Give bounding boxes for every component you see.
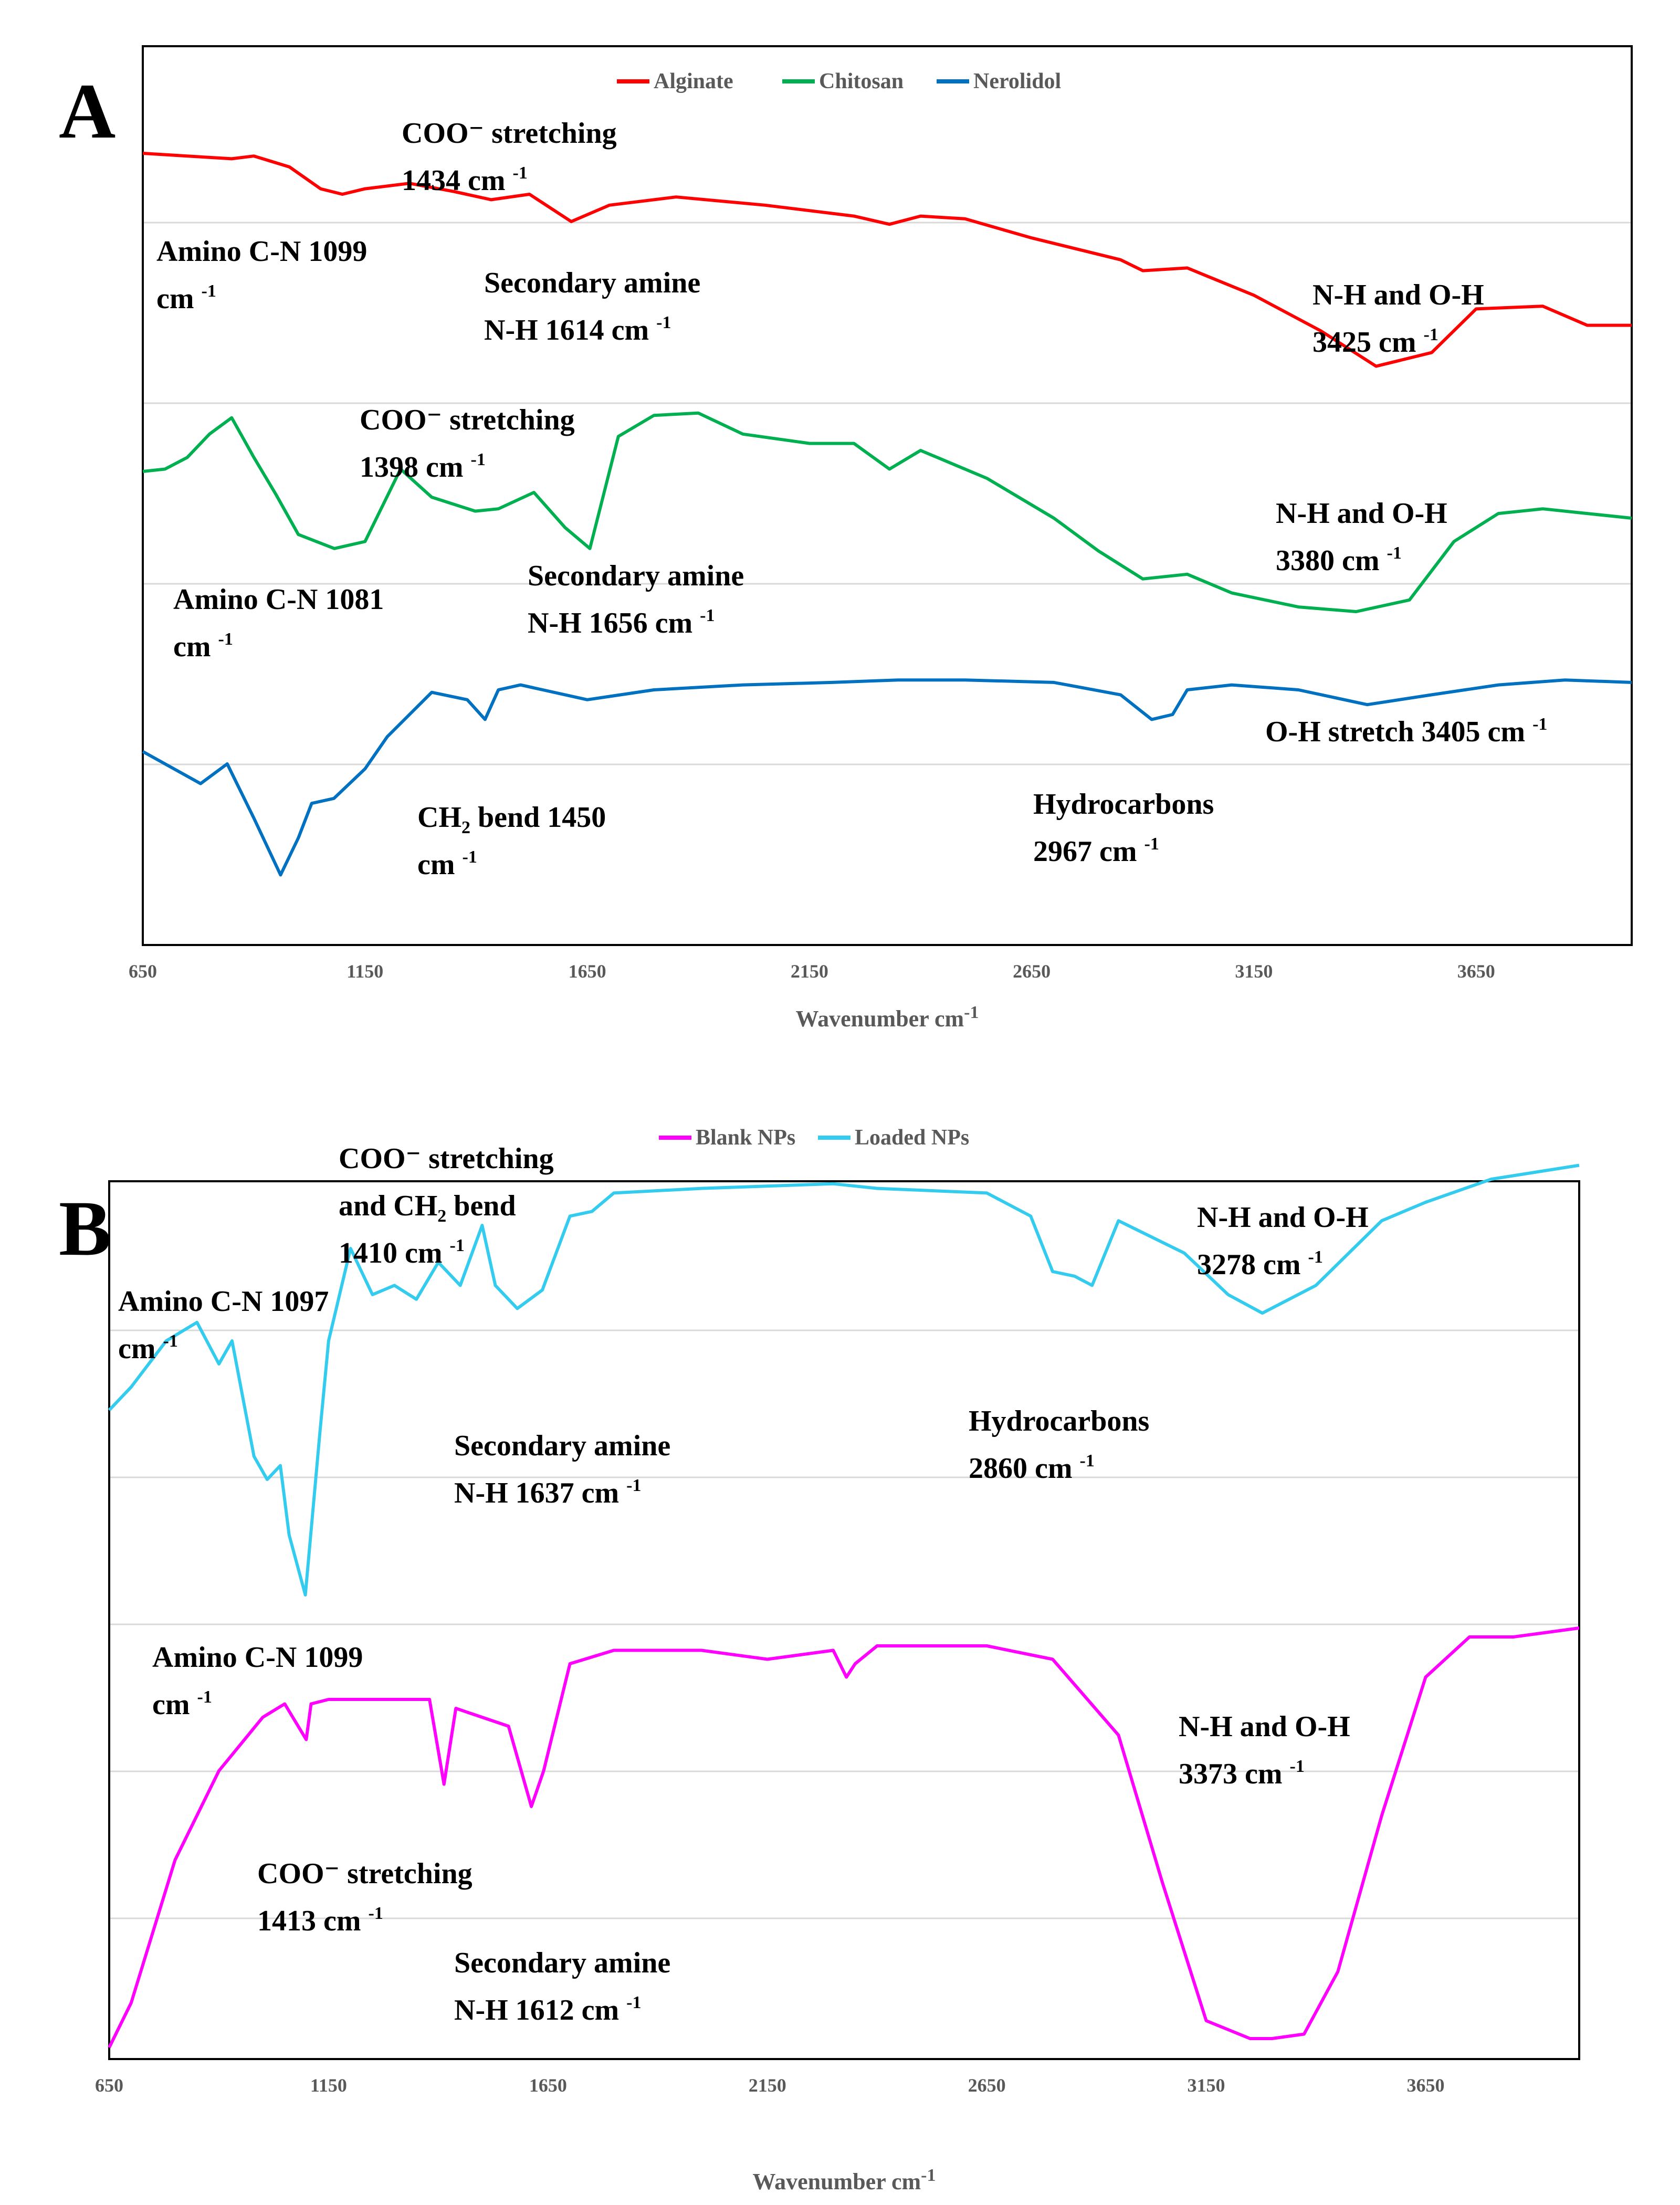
annotation-line: 1434 cm -1 bbox=[402, 163, 528, 197]
plot-frame bbox=[142, 45, 1633, 946]
annotation-line: COO⁻ stretching bbox=[360, 404, 575, 436]
annotation-line: Amino C-N 1097 bbox=[118, 1285, 329, 1318]
annotation-line: CH2 bend 1450 bbox=[417, 801, 606, 837]
annotation-line: N-H and O-H bbox=[1197, 1201, 1369, 1234]
x-tick-label: 1150 bbox=[310, 2075, 347, 2096]
x-tick-label: 1150 bbox=[346, 961, 383, 982]
x-tick-label: 3150 bbox=[1188, 2075, 1225, 2096]
x-tick-label: 1650 bbox=[569, 961, 606, 982]
annotation-line: COO⁻ stretching bbox=[402, 117, 617, 150]
peak-annotation: Secondary amine N-H 1612 cm -1 bbox=[454, 1947, 670, 2026]
annotation-line: 1410 cm -1 bbox=[339, 1236, 465, 1269]
peak-annotation: N-H and O-H 3425 cm -1 bbox=[1312, 279, 1484, 359]
peak-annotation: COO⁻ stretching 1413 cm -1 bbox=[257, 1857, 472, 1937]
peak-annotation: Amino C-N 1081 cm -1 bbox=[173, 583, 384, 663]
annotation-line: N-H 1656 cm -1 bbox=[528, 606, 715, 639]
annotation-line: N-H and O-H bbox=[1312, 279, 1484, 311]
annotation-line: N-H 1637 cm -1 bbox=[454, 1476, 641, 1509]
peak-annotation: N-H and O-H 3380 cm -1 bbox=[1276, 497, 1447, 577]
legend-item-alginate: Alginate bbox=[617, 69, 733, 93]
annotation-line: 3373 cm -1 bbox=[1179, 1757, 1305, 1790]
annotation-line: COO⁻ stretching bbox=[339, 1142, 554, 1175]
plot-frame bbox=[108, 1180, 1580, 2060]
annotation-line: 3425 cm -1 bbox=[1312, 325, 1438, 359]
peak-annotation: COO⁻ stretching 1434 cm -1 bbox=[402, 117, 617, 197]
annotation-line: N-H and O-H bbox=[1179, 1710, 1350, 1743]
peak-annotation: Hydrocarbons 2967 cm -1 bbox=[1033, 788, 1214, 868]
annotation-line: Amino C-N 1099 bbox=[156, 235, 367, 268]
annotation-line: 2967 cm -1 bbox=[1033, 834, 1159, 868]
annotation-line: Secondary amine bbox=[454, 1947, 670, 1979]
legend-label: Chitosan bbox=[819, 69, 904, 93]
series-line-alginate bbox=[142, 152, 1632, 368]
x-tick-label: 3650 bbox=[1406, 2075, 1444, 2096]
x-axis-label: Wavenumber cm-1 bbox=[753, 2166, 936, 2194]
peak-annotation: Secondary amine N-H 1656 cm -1 bbox=[528, 560, 744, 639]
legend-label: Loaded NPs bbox=[855, 1126, 969, 1150]
annotation-line: 1413 cm -1 bbox=[257, 1904, 383, 1937]
x-tick-label: 650 bbox=[95, 2075, 123, 2096]
legend-item-nerolidol: Nerolidol bbox=[937, 69, 1061, 93]
annotation-line: 2860 cm -1 bbox=[969, 1451, 1095, 1485]
peak-annotation: COO⁻ stretching and CH2 bend 1410 cm -1 bbox=[339, 1142, 554, 1269]
peak-annotation: Amino C-N 1097 cm -1 bbox=[118, 1285, 329, 1365]
annotation-line: N-H 1612 cm -1 bbox=[454, 1993, 641, 2026]
x-tick-label: 2650 bbox=[968, 2075, 1006, 2096]
panel-label: B bbox=[59, 1185, 111, 1272]
annotation-line: 3278 cm -1 bbox=[1197, 1247, 1323, 1281]
annotation-line: N-H 1614 cm -1 bbox=[484, 313, 671, 346]
legend-item-chitosan: Chitosan bbox=[782, 69, 904, 93]
panel-b: B 650 1150 1650 2150 2650 3150 3650 Wavenumber c… bbox=[59, 1126, 1580, 2194]
peak-annotation: Amino C-N 1099 cm -1 bbox=[152, 1641, 363, 1721]
annotation-line: Hydrocarbons bbox=[1033, 788, 1214, 821]
x-tick-label: 650 bbox=[129, 961, 157, 982]
series-line-blank-nps bbox=[108, 1626, 1580, 2049]
annotation-line: 1398 cm -1 bbox=[360, 450, 486, 484]
annotation-line: O-H stretch 3405 cm -1 bbox=[1265, 715, 1547, 748]
x-tick-label: 2150 bbox=[791, 961, 828, 982]
annotation-line: Secondary amine bbox=[484, 267, 700, 299]
annotation-line: Hydrocarbons bbox=[969, 1405, 1149, 1437]
panel-a: A 650 1150 1650 2150 2650 3150 3650 Wavenumber c… bbox=[59, 45, 1633, 1032]
peak-annotation: O-H stretch 3405 cm -1 bbox=[1265, 715, 1547, 748]
peak-annotation: COO⁻ stretching 1398 cm -1 bbox=[360, 404, 575, 484]
peak-annotation: N-H and O-H 3278 cm -1 bbox=[1197, 1201, 1369, 1281]
annotation-line: and CH2 bend bbox=[339, 1190, 516, 1226]
peak-annotation: Hydrocarbons 2860 cm -1 bbox=[969, 1405, 1149, 1485]
annotation-line: Secondary amine bbox=[528, 560, 744, 592]
series-line-loaded-nps bbox=[108, 1163, 1580, 1597]
x-tick-label: 2150 bbox=[749, 2075, 786, 2096]
x-tick-label: 2650 bbox=[1013, 961, 1051, 982]
legend-label: Alginate bbox=[654, 69, 733, 93]
x-tick-label: 1650 bbox=[529, 2075, 567, 2096]
annotation-line: Amino C-N 1099 bbox=[152, 1641, 363, 1674]
peak-annotation: N-H and O-H 3373 cm -1 bbox=[1179, 1710, 1350, 1790]
annotation-line: Amino C-N 1081 bbox=[173, 583, 384, 616]
peak-annotation: Amino C-N 1099 cm -1 bbox=[156, 235, 367, 315]
annotation-line: cm -1 bbox=[152, 1687, 212, 1721]
annotation-line: Secondary amine bbox=[454, 1430, 670, 1462]
peak-annotation: Secondary amine N-H 1637 cm -1 bbox=[454, 1430, 670, 1509]
x-tick-label: 3150 bbox=[1235, 961, 1273, 982]
annotation-line: COO⁻ stretching bbox=[257, 1857, 472, 1890]
legend-label: Nerolidol bbox=[973, 69, 1061, 93]
annotation-line: cm -1 bbox=[417, 847, 477, 881]
annotation-line: cm -1 bbox=[173, 629, 233, 663]
x-tick-label: 3650 bbox=[1457, 961, 1495, 982]
peak-annotation: Secondary amine N-H 1614 cm -1 bbox=[484, 267, 700, 346]
peak-annotation: CH2 bend 1450 cm -1 bbox=[417, 801, 606, 881]
series-line-nerolidol bbox=[142, 678, 1632, 877]
annotation-line: cm -1 bbox=[156, 281, 216, 315]
annotation-line: cm -1 bbox=[118, 1331, 178, 1365]
legend-item-loaded-nps: Loaded NPs bbox=[818, 1126, 969, 1150]
annotation-line: 3380 cm -1 bbox=[1276, 543, 1402, 577]
x-axis-label: Wavenumber cm-1 bbox=[796, 1003, 979, 1032]
annotation-line: N-H and O-H bbox=[1276, 497, 1447, 530]
series-line-chitosan bbox=[142, 411, 1632, 613]
legend-label: Blank NPs bbox=[696, 1126, 795, 1150]
panel-label: A bbox=[59, 68, 116, 155]
legend-item-blank-nps: Blank NPs bbox=[659, 1126, 795, 1150]
